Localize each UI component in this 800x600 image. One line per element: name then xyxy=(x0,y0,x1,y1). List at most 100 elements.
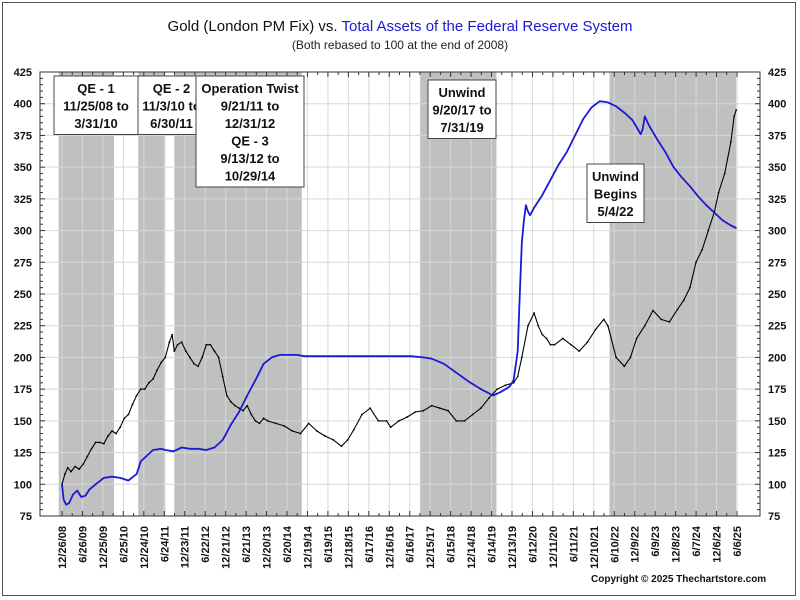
gold-point xyxy=(107,435,109,437)
y-tick-label-right: 150 xyxy=(768,416,786,428)
fed-assets-point xyxy=(127,479,129,482)
gold-point xyxy=(643,324,646,327)
gold-point xyxy=(578,350,581,352)
gold-point xyxy=(504,384,507,387)
x-tick-label: 12/13/19 xyxy=(507,526,519,569)
fed-assets-point xyxy=(672,166,675,168)
x-tick-label: 12/21/12 xyxy=(221,526,233,569)
gold-point xyxy=(723,172,726,175)
gold-point xyxy=(660,318,663,321)
fed-assets-point xyxy=(164,449,166,451)
fed-assets-point xyxy=(656,138,658,140)
annotation-box xyxy=(586,163,645,223)
annotation-text: QE - 1 xyxy=(77,81,115,96)
gold-point xyxy=(377,419,380,422)
gold-point xyxy=(98,441,101,444)
fed-assets-point xyxy=(84,495,86,497)
annotation-text: Operation Twist xyxy=(201,81,299,96)
gold-point xyxy=(397,419,400,422)
fed-assets-point xyxy=(681,176,683,178)
y-tick-label-left: 100 xyxy=(14,479,32,491)
x-tick-label: 6/14/19 xyxy=(487,526,499,563)
gold-point xyxy=(266,419,269,422)
gold-point xyxy=(258,422,261,425)
fed-assets-point xyxy=(140,460,142,463)
fed-assets-point xyxy=(287,354,289,356)
gold-point xyxy=(629,356,632,359)
fed-assets-point xyxy=(68,502,70,504)
fed-assets-point xyxy=(566,151,568,153)
gold-point xyxy=(135,394,138,397)
annotation-text: 6/30/11 xyxy=(150,116,193,131)
axes: 75 75 100 100 125 125 150 150 175 175 200 200 225 225… xyxy=(14,67,787,569)
fed-assets-point xyxy=(480,388,482,390)
gold-point xyxy=(635,337,638,340)
fed-assets-point xyxy=(455,372,457,374)
gold-point xyxy=(254,419,257,422)
annotation-text: 11/25/08 to xyxy=(63,99,129,114)
y-tick-label-right: 225 xyxy=(768,321,786,333)
fed-assets-point xyxy=(238,411,240,413)
x-tick-label: 6/16/17 xyxy=(405,526,417,563)
gold-point xyxy=(733,115,736,118)
y-tick-label-left: 425 xyxy=(14,67,32,79)
fed-assets-point xyxy=(590,106,593,109)
gold-point xyxy=(352,428,355,431)
gold-point xyxy=(152,378,154,380)
x-tick-label: 12/10/21 xyxy=(589,526,601,569)
gold-point xyxy=(520,356,523,359)
gold-point xyxy=(676,308,679,311)
fed-assets-point xyxy=(95,483,97,485)
gold-point xyxy=(160,361,163,364)
y-tick-label-right: 250 xyxy=(768,289,786,301)
x-tick-label: 12/23/11 xyxy=(180,526,192,568)
annotation-text: Begins xyxy=(594,187,637,202)
annotation-text: 12/31/12 xyxy=(225,116,276,131)
fed-assets-point xyxy=(88,488,91,490)
gold-point xyxy=(369,407,372,410)
fed-assets-point xyxy=(172,450,175,452)
gold-point xyxy=(176,343,179,346)
y-tick-label-left: 350 xyxy=(14,162,32,174)
fed-assets-point xyxy=(295,354,298,356)
gold-point xyxy=(688,286,691,289)
gold-point xyxy=(262,417,265,420)
x-tick-label: 6/22/12 xyxy=(200,526,212,563)
gold-point xyxy=(527,324,529,327)
gold-point xyxy=(346,438,349,441)
fed-assets-point xyxy=(254,379,257,381)
gold-point xyxy=(541,333,544,336)
gold-point xyxy=(205,343,208,346)
fed-assets-point xyxy=(467,380,470,383)
annotation-text: 9/13/12 to xyxy=(220,151,279,166)
x-tick-label: 12/26/08 xyxy=(57,526,69,569)
gold-point xyxy=(283,425,286,427)
fed-assets-point xyxy=(65,503,67,506)
gold-point xyxy=(533,312,536,314)
gold-point xyxy=(586,341,589,344)
fed-assets-point xyxy=(697,195,699,197)
x-tick-label: 12/15/17 xyxy=(425,526,437,569)
gold-point xyxy=(188,356,191,359)
fed-assets-point xyxy=(574,134,576,137)
gold-point xyxy=(545,337,548,340)
fed-assets-point xyxy=(648,124,650,126)
x-tick-label: 12/9/22 xyxy=(630,526,642,563)
y-tick-label-right: 400 xyxy=(768,99,786,111)
gold-point xyxy=(102,442,105,445)
y-tick-label-right: 325 xyxy=(768,194,786,206)
chart-title: Gold (London PM Fix) vs. Total Assets of… xyxy=(0,18,800,35)
fed-assets-point xyxy=(390,355,392,357)
gold-point xyxy=(242,409,245,412)
annotation-text: 11/3/10 to xyxy=(142,99,201,114)
gold-point xyxy=(553,343,556,346)
title-fed-assets: Total Assets of the Federal Reserve Syst… xyxy=(341,18,633,35)
fed-assets-point xyxy=(160,448,162,450)
gold-point xyxy=(63,473,66,476)
annotation-text: 3/31/10 xyxy=(74,116,117,131)
fed-assets-point xyxy=(713,212,716,214)
fed-assets-point xyxy=(615,105,617,107)
x-tick-label: 12/14/18 xyxy=(466,526,478,569)
gold-point xyxy=(78,468,81,470)
plot-border xyxy=(39,71,761,517)
